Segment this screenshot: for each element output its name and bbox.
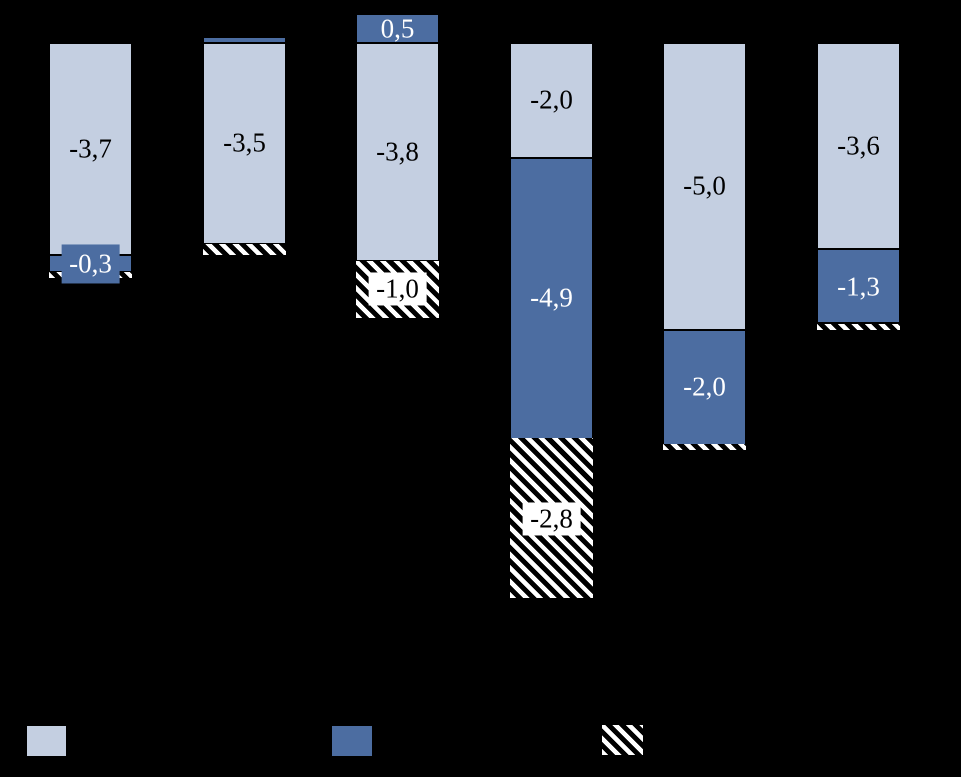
bar-segment-light [663,43,746,330]
data-label: -2,0 [530,84,573,115]
bar-segment-hatch [817,324,900,330]
bar-segment-dark [663,330,746,445]
bar-segment-dark [510,158,593,439]
bar-segment-light [817,43,900,249]
bar-segment-hatch [663,444,746,450]
bar-segment-light [49,43,132,255]
data-label: -3,6 [837,130,880,161]
data-label: -0,3 [61,244,120,284]
data-label: -2,0 [683,371,726,402]
bar-segment-dark [203,37,286,43]
data-label: -2,8 [522,502,581,536]
data-label: -3,7 [69,133,112,164]
bar-segment-hatch [203,244,286,255]
data-label: -5,0 [683,170,726,201]
legend-swatch-light [26,725,67,757]
bar-segment-light [356,43,439,261]
data-label: -4,9 [530,282,573,313]
data-label: -1,3 [837,271,880,302]
data-label: -1,0 [368,272,427,306]
bar-segment-light [510,43,593,158]
legend-swatch-dark [331,725,373,757]
bar-segment-light [203,43,286,244]
bar-segment-dark [356,14,439,43]
legend-swatch-hatched [602,725,643,755]
data-label: -3,8 [376,136,419,167]
data-label: -3,5 [223,127,266,158]
data-label: 0,5 [380,13,415,44]
bar-segment-dark [817,249,900,323]
